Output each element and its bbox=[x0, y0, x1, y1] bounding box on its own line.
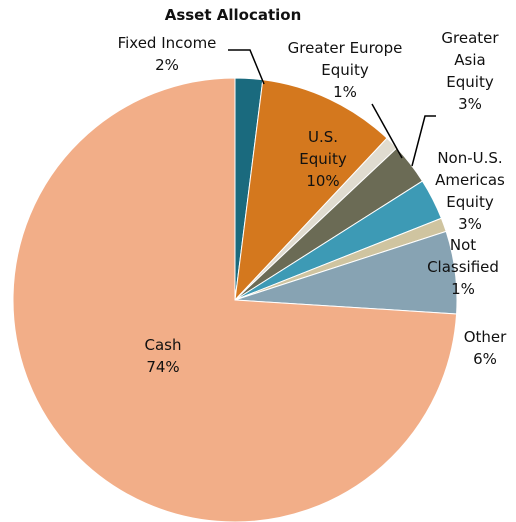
slice-name: Greater Europe Equity bbox=[287, 39, 403, 79]
slice-label: U.S. Equity 10% bbox=[288, 126, 358, 192]
slice-name: Greater Asia Equity bbox=[441, 29, 499, 91]
slice-name: Not Classified bbox=[427, 236, 499, 276]
slice-value: 74% bbox=[146, 358, 180, 376]
slice-label: Not Classified 1% bbox=[418, 234, 508, 300]
slice-value: 2% bbox=[155, 56, 179, 74]
slice-label: Greater Asia Equity 3% bbox=[430, 27, 510, 115]
slice-label: Non-U.S. Americas Equity 3% bbox=[420, 147, 516, 235]
leader-line bbox=[371, 103, 403, 159]
slice-value: 3% bbox=[458, 215, 482, 233]
slice-value: 3% bbox=[458, 95, 482, 113]
slice-label: Greater Europe Equity 1% bbox=[265, 37, 425, 103]
slice-label: Cash 74% bbox=[123, 334, 203, 378]
pie-slice bbox=[234, 79, 388, 302]
slice-value: 6% bbox=[473, 350, 497, 368]
slice-value: 1% bbox=[333, 83, 357, 101]
chart-title: Asset Allocation bbox=[164, 6, 302, 24]
leader-line bbox=[228, 49, 265, 85]
pie-slice bbox=[12, 77, 458, 522]
slice-label: Other 6% bbox=[450, 326, 516, 370]
slice-name: Non-U.S. Americas Equity bbox=[435, 149, 505, 211]
slice-name: Fixed Income bbox=[117, 34, 217, 52]
slice-name: Cash bbox=[144, 336, 182, 354]
slice-name: Other bbox=[463, 328, 507, 346]
slice-name: U.S. Equity bbox=[299, 128, 347, 168]
slice-value: 10% bbox=[306, 172, 340, 190]
slice-value: 1% bbox=[451, 280, 475, 298]
slice-label: Fixed Income 2% bbox=[97, 32, 237, 76]
leader-line bbox=[411, 115, 436, 167]
